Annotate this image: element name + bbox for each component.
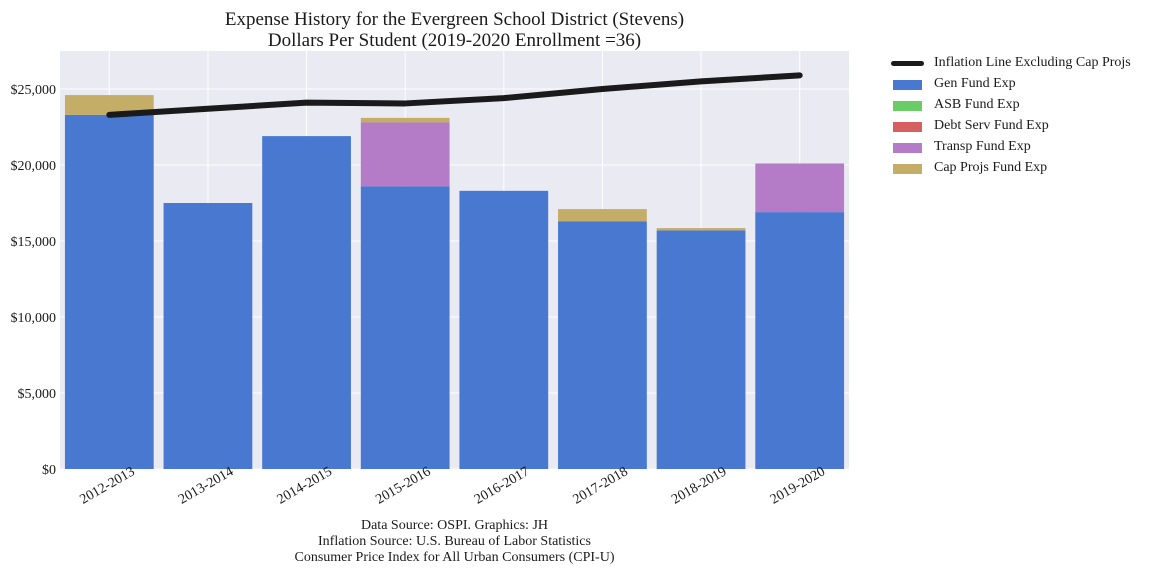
legend-label: Cap Projs Fund Exp (934, 160, 1048, 175)
x-tick-label: 2014-2015 (275, 464, 335, 507)
chart-title: Expense History for the Evergreen School… (224, 9, 685, 30)
y-tick-label: $0 (42, 463, 56, 478)
bar-segment (558, 221, 647, 469)
bar-segment (459, 190, 549, 469)
bar-segment (163, 203, 253, 469)
x-tick-label: 2019-2020 (768, 464, 828, 507)
legend-swatch (893, 143, 922, 153)
bar-segment (656, 230, 746, 469)
bar-segment (755, 163, 845, 213)
legend-label: Transp Fund Exp (934, 139, 1031, 154)
legend-swatch (893, 80, 922, 90)
bar-segment (262, 136, 351, 469)
y-tick-label: $20,000 (11, 159, 57, 174)
inflation-line (106, 72, 803, 118)
bar-segment (755, 212, 845, 469)
legend-label: Inflation Line Excluding Cap Projs (934, 55, 1131, 70)
bar-segment (360, 186, 450, 469)
source-note: Data Source: OSPI. Graphics: JH (360, 518, 549, 533)
x-tick-label: 2017-2018 (571, 464, 631, 507)
x-tick-label: 2013-2014 (176, 464, 236, 507)
x-tick-label: 2018-2019 (669, 464, 729, 507)
y-tick-label: $5,000 (18, 387, 57, 402)
bar-segment (360, 122, 450, 187)
legend-label: Gen Fund Exp (934, 76, 1016, 91)
source-note: Inflation Source: U.S. Bureau of Labor S… (318, 534, 591, 549)
x-tick-label: 2016-2017 (472, 464, 532, 507)
bar-segment (656, 228, 746, 231)
y-tick-label: $15,000 (11, 235, 57, 250)
x-tick-label: 2012-2013 (78, 464, 138, 507)
legend-label: ASB Fund Exp (934, 97, 1020, 112)
chart-subtitle: Dollars Per Student (2019-2020 Enrollmen… (267, 30, 642, 51)
bar-segment (558, 209, 647, 222)
x-tick-label: 2015-2016 (373, 464, 433, 507)
legend-line-swatch (891, 61, 924, 66)
bar-segment (360, 117, 450, 123)
legend-swatch (893, 122, 922, 132)
legend-swatch (893, 101, 922, 111)
source-note: Consumer Price Index for All Urban Consu… (294, 550, 615, 565)
legend-swatch (893, 164, 922, 174)
y-tick-label: $10,000 (11, 311, 57, 326)
bar-segment (64, 95, 154, 115)
bar-segment (64, 114, 154, 469)
legend-label: Debt Serv Fund Exp (934, 118, 1049, 133)
y-tick-label: $25,000 (11, 83, 57, 98)
